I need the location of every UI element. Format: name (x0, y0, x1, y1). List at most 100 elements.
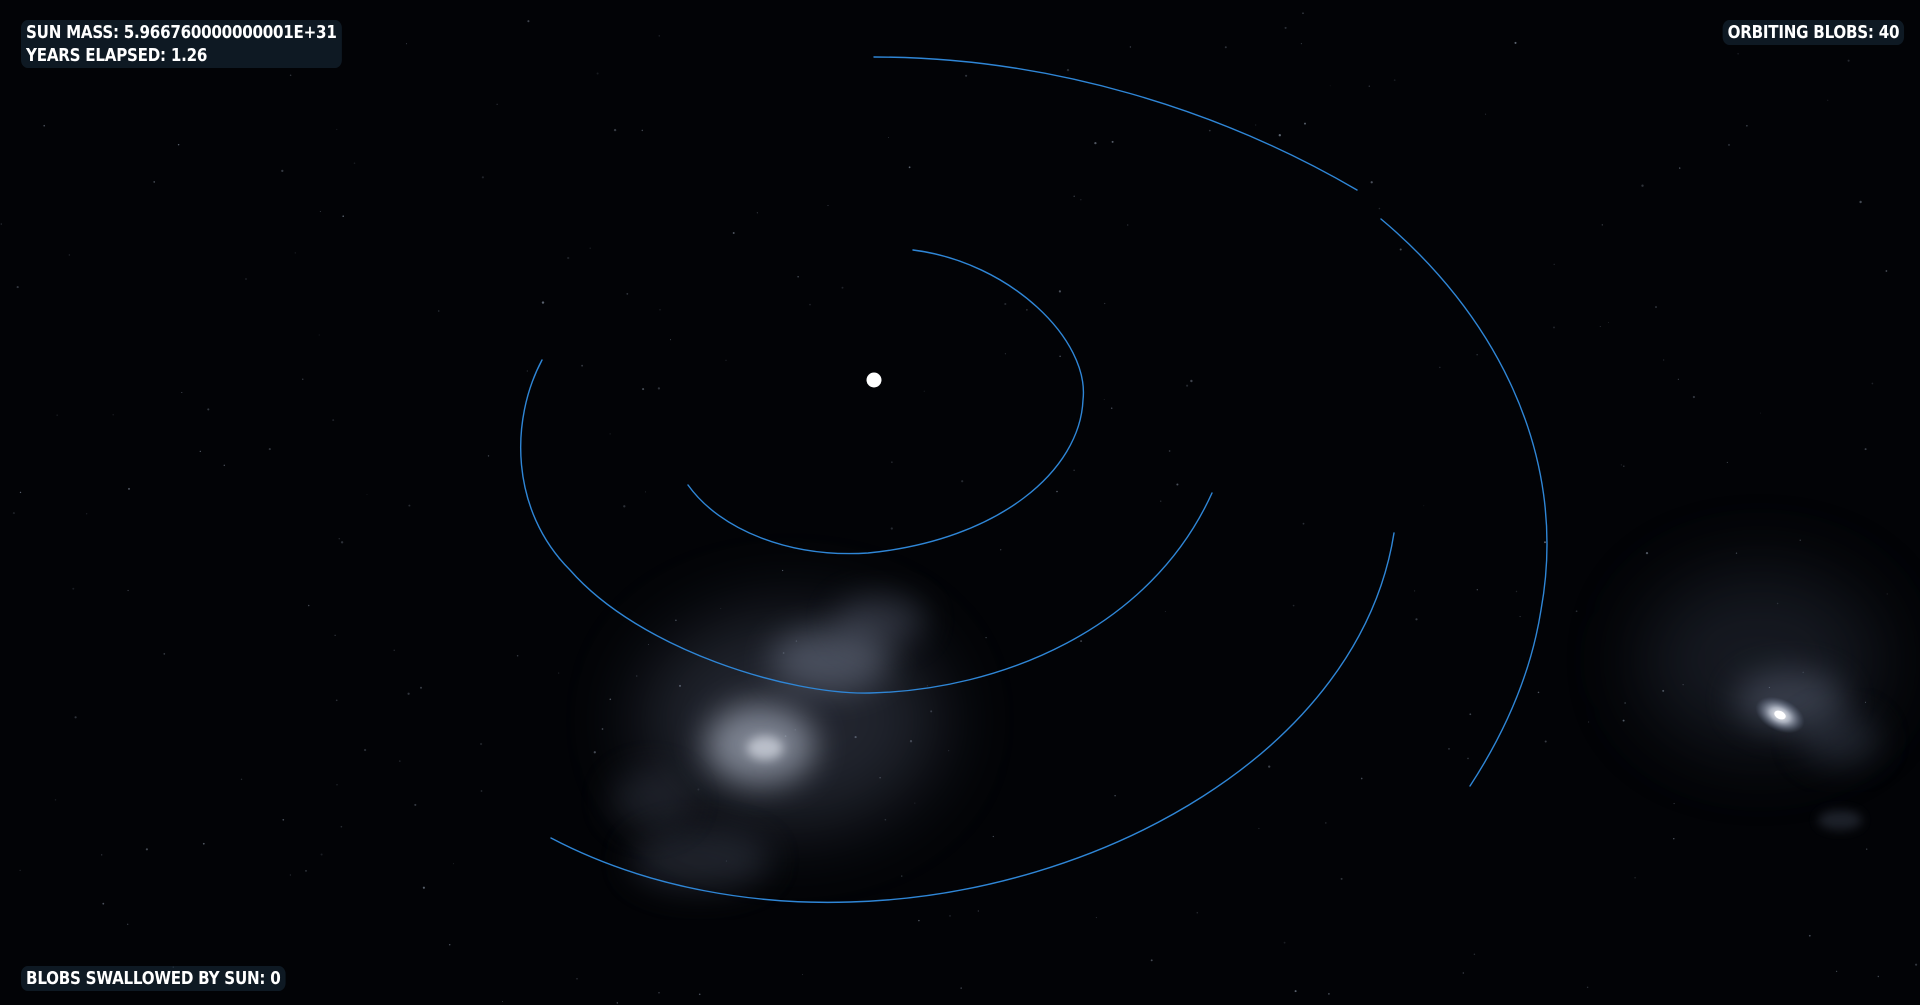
star (726, 360, 727, 361)
orbit-trail-3 (874, 57, 1357, 190)
star (482, 176, 484, 178)
sun-icon[interactable] (867, 373, 882, 388)
star (617, 1002, 618, 1003)
star (1663, 359, 1664, 360)
star (1330, 85, 1331, 86)
star (420, 687, 422, 689)
star (146, 848, 148, 850)
star (1415, 618, 1417, 620)
star (1516, 591, 1517, 592)
star (20, 870, 21, 871)
star (1538, 692, 1540, 694)
star (1624, 702, 1625, 703)
star (408, 505, 410, 507)
star (43, 125, 45, 127)
star (1655, 306, 1657, 308)
star (163, 653, 165, 655)
star (1859, 201, 1861, 203)
star (675, 619, 677, 621)
star (1623, 720, 1625, 722)
star (527, 20, 529, 22)
star (567, 257, 569, 259)
star (1646, 552, 1648, 554)
star (1608, 322, 1609, 323)
star (305, 870, 307, 872)
star (1304, 123, 1306, 125)
star (1641, 185, 1643, 187)
star (1268, 765, 1270, 767)
star (842, 287, 844, 289)
star (924, 391, 925, 392)
star (1800, 540, 1801, 541)
star (1059, 356, 1060, 357)
star (282, 819, 284, 821)
nebula-cloud (610, 595, 940, 890)
star (1361, 778, 1363, 780)
star (364, 749, 366, 751)
star (1104, 303, 1105, 304)
star (75, 716, 77, 718)
star (948, 750, 949, 751)
years-elapsed-value: 1.26 (171, 45, 207, 66)
star (978, 910, 979, 911)
star (1176, 483, 1178, 485)
star (993, 836, 994, 837)
sun-mass-value: 5.966760000000001E+31 (124, 22, 337, 43)
years-elapsed-readout: YEARS ELAPSED: 1.26 (26, 44, 337, 67)
star (965, 75, 967, 77)
star (1872, 383, 1874, 385)
star (1414, 590, 1415, 591)
star (659, 35, 660, 36)
star (602, 728, 604, 730)
star (480, 743, 482, 745)
star (1553, 326, 1555, 328)
star (1130, 46, 1131, 47)
star (1520, 616, 1521, 617)
star (1160, 500, 1161, 501)
star (224, 465, 225, 466)
star (241, 779, 242, 780)
star (1080, 640, 1082, 642)
star (949, 915, 951, 917)
stats-panel: SUN MASS: 5.966760000000001E+31 YEARS EL… (21, 20, 342, 68)
years-elapsed-label: YEARS ELAPSED: (26, 45, 166, 66)
star (1423, 505, 1424, 506)
star (354, 162, 356, 164)
star (1474, 954, 1475, 955)
star (290, 75, 292, 77)
star (891, 461, 892, 462)
star (670, 339, 671, 340)
star (406, 43, 407, 44)
star (1165, 611, 1166, 612)
star (57, 415, 58, 416)
star (1673, 838, 1674, 839)
star (1295, 990, 1297, 992)
star (1514, 42, 1516, 44)
star (985, 637, 986, 638)
star (438, 310, 440, 312)
star (203, 843, 205, 845)
star (658, 387, 660, 389)
star (339, 538, 340, 539)
star (336, 129, 337, 130)
star (961, 480, 963, 482)
star (367, 494, 368, 495)
star (1545, 740, 1547, 742)
star (1111, 407, 1112, 408)
star (1674, 803, 1675, 804)
sun-mass-label: SUN MASS: (26, 22, 119, 43)
star (1693, 396, 1695, 398)
star (72, 588, 74, 590)
star (1809, 935, 1811, 937)
star (1094, 142, 1096, 144)
star (888, 137, 889, 138)
star (101, 854, 102, 855)
star (636, 675, 637, 676)
star (449, 944, 450, 945)
star (614, 129, 616, 131)
star (1836, 971, 1837, 972)
star (1379, 208, 1381, 210)
star (782, 570, 783, 571)
